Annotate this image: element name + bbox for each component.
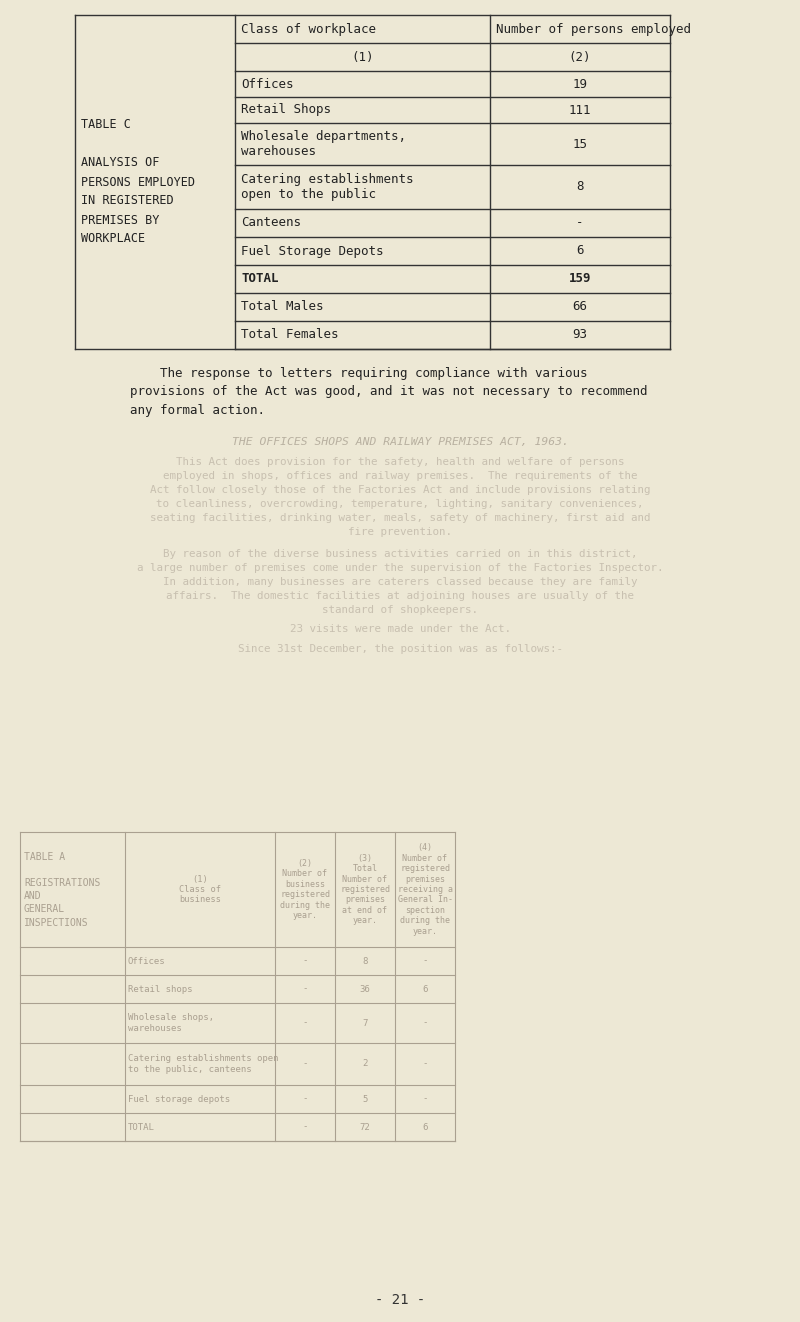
Text: (4)
Number of
registered
premises
receiving a
General In-
spection
during the
ye: (4) Number of registered premises receiv… bbox=[398, 843, 453, 936]
Text: standard of shopkeepers.: standard of shopkeepers. bbox=[322, 605, 478, 615]
Text: -: - bbox=[576, 217, 584, 230]
Text: -: - bbox=[302, 1122, 308, 1132]
Text: seating facilities, drinking water, meals, safety of machinery, first aid and: seating facilities, drinking water, meal… bbox=[150, 513, 650, 524]
Text: -: - bbox=[422, 1059, 428, 1068]
Text: (1)
Class of
business: (1) Class of business bbox=[179, 875, 221, 904]
Text: TOTAL: TOTAL bbox=[128, 1122, 155, 1132]
Text: Offices: Offices bbox=[241, 78, 294, 90]
Text: TABLE A

REGISTRATIONS
AND
GENERAL
INSPECTIONS: TABLE A REGISTRATIONS AND GENERAL INSPEC… bbox=[24, 851, 100, 928]
Text: to cleanliness, overcrowding, temperature, lighting, sanitary conveniences,: to cleanliness, overcrowding, temperatur… bbox=[156, 498, 644, 509]
Text: (2)
Number of
business
registered
during the
year.: (2) Number of business registered during… bbox=[280, 859, 330, 920]
Text: Retail shops: Retail shops bbox=[128, 985, 193, 994]
Text: THE OFFICES SHOPS AND RAILWAY PREMISES ACT, 1963.: THE OFFICES SHOPS AND RAILWAY PREMISES A… bbox=[231, 438, 569, 447]
Text: employed in shops, offices and railway premises.  The requirements of the: employed in shops, offices and railway p… bbox=[162, 471, 638, 481]
Text: fire prevention.: fire prevention. bbox=[348, 527, 452, 537]
Text: Catering establishments open
to the public, canteens: Catering establishments open to the publ… bbox=[128, 1055, 278, 1073]
Text: 6: 6 bbox=[422, 1122, 428, 1132]
Text: Since 31st December, the position was as follows:-: Since 31st December, the position was as… bbox=[238, 644, 562, 654]
Text: -: - bbox=[302, 985, 308, 994]
Text: -: - bbox=[422, 1018, 428, 1027]
Text: - 21 -: - 21 - bbox=[375, 1293, 425, 1307]
Text: 19: 19 bbox=[573, 78, 587, 90]
Text: Canteens: Canteens bbox=[241, 217, 301, 230]
Text: In addition, many businesses are caterers classed because they are family: In addition, many businesses are caterer… bbox=[162, 576, 638, 587]
Text: (2): (2) bbox=[569, 50, 591, 63]
Text: Wholesale departments,
warehouses: Wholesale departments, warehouses bbox=[241, 130, 406, 159]
Text: By reason of the diverse business activities carried on in this district,: By reason of the diverse business activi… bbox=[162, 549, 638, 559]
Text: (3)
Total
Number of
registered
premises
at end of
year.: (3) Total Number of registered premises … bbox=[340, 854, 390, 925]
Text: affairs.  The domestic facilities at adjoining houses are usually of the: affairs. The domestic facilities at adjo… bbox=[166, 591, 634, 602]
Text: 111: 111 bbox=[569, 103, 591, 116]
Text: 5: 5 bbox=[362, 1095, 368, 1104]
Text: Fuel Storage Depots: Fuel Storage Depots bbox=[241, 245, 383, 258]
Text: Fuel storage depots: Fuel storage depots bbox=[128, 1095, 230, 1104]
Text: (1): (1) bbox=[351, 50, 374, 63]
Text: 23 visits were made under the Act.: 23 visits were made under the Act. bbox=[290, 624, 510, 635]
Text: 93: 93 bbox=[573, 328, 587, 341]
Text: TABLE C

ANALYSIS OF
PERSONS EMPLOYED
IN REGISTERED
PREMISES BY
WORKPLACE: TABLE C ANALYSIS OF PERSONS EMPLOYED IN … bbox=[81, 119, 195, 246]
Text: 72: 72 bbox=[360, 1122, 370, 1132]
Text: -: - bbox=[302, 1059, 308, 1068]
Text: Number of persons employed: Number of persons employed bbox=[496, 22, 691, 36]
Text: a large number of premises come under the supervision of the Factories Inspector: a large number of premises come under th… bbox=[137, 563, 663, 572]
Text: 8: 8 bbox=[362, 957, 368, 965]
Text: Wholesale shops,
warehouses: Wholesale shops, warehouses bbox=[128, 1013, 214, 1032]
Text: 6: 6 bbox=[422, 985, 428, 994]
Text: Act follow closely those of the Factories Act and include provisions relating: Act follow closely those of the Factorie… bbox=[150, 485, 650, 494]
Text: -: - bbox=[302, 1018, 308, 1027]
Text: Total Females: Total Females bbox=[241, 328, 338, 341]
Text: -: - bbox=[422, 1095, 428, 1104]
Text: -: - bbox=[302, 1095, 308, 1104]
Text: 8: 8 bbox=[576, 181, 584, 193]
Text: 159: 159 bbox=[569, 272, 591, 286]
Text: 15: 15 bbox=[573, 137, 587, 151]
Text: Retail Shops: Retail Shops bbox=[241, 103, 331, 116]
Text: Total Males: Total Males bbox=[241, 300, 323, 313]
Text: 66: 66 bbox=[573, 300, 587, 313]
Text: Catering establishments
open to the public: Catering establishments open to the publ… bbox=[241, 173, 414, 201]
Text: -: - bbox=[302, 957, 308, 965]
Text: 6: 6 bbox=[576, 245, 584, 258]
Text: Class of workplace: Class of workplace bbox=[241, 22, 376, 36]
Text: The response to letters requiring compliance with various
provisions of the Act : The response to letters requiring compli… bbox=[130, 368, 647, 416]
Text: This Act does provision for the safety, health and welfare of persons: This Act does provision for the safety, … bbox=[176, 457, 624, 467]
Text: 36: 36 bbox=[360, 985, 370, 994]
Text: TOTAL: TOTAL bbox=[241, 272, 278, 286]
Text: Offices: Offices bbox=[128, 957, 166, 965]
Text: -: - bbox=[422, 957, 428, 965]
Text: 7: 7 bbox=[362, 1018, 368, 1027]
Text: 2: 2 bbox=[362, 1059, 368, 1068]
